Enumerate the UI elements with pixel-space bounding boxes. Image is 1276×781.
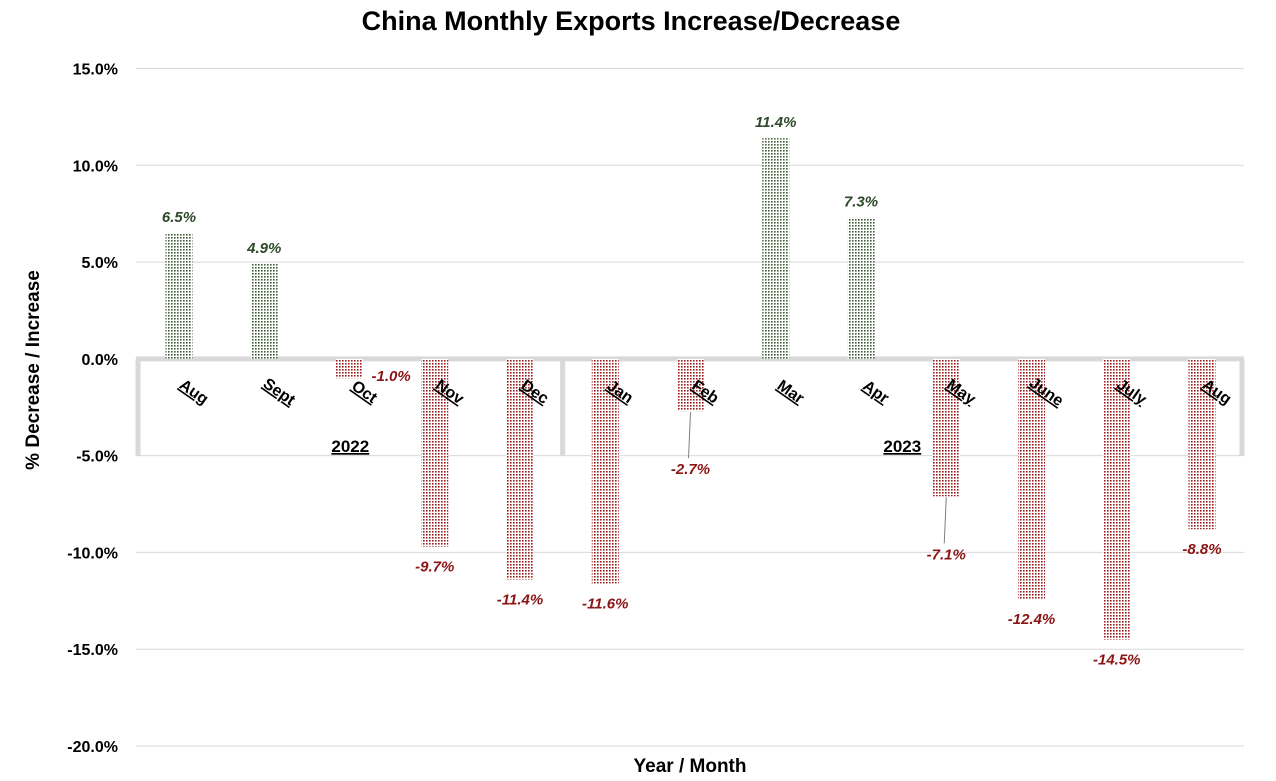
data-label: 6.5% xyxy=(162,209,196,226)
gridlines xyxy=(136,68,1244,747)
data-label: -1.0% xyxy=(372,368,411,385)
x-category-label: Apr xyxy=(859,377,891,407)
bar-decrease xyxy=(336,358,363,379)
x-group-label: 2022 xyxy=(331,437,369,456)
y-tick-label: 5.0% xyxy=(82,255,118,272)
y-tick-label: 0.0% xyxy=(82,352,118,369)
data-label: 7.3% xyxy=(844,194,878,211)
bar-decrease xyxy=(1188,358,1216,530)
data-labels: 6.5% 4.9% -1.0% -9.7% -11.4% -11.6% -2.7% 11.4%… xyxy=(162,114,1222,668)
data-label: -11.6% xyxy=(582,595,628,612)
bar-increase xyxy=(250,264,278,359)
bar-decrease xyxy=(932,358,960,497)
bar-increase xyxy=(762,138,790,359)
data-label: -8.8% xyxy=(1182,541,1221,558)
bar-decrease xyxy=(506,358,534,580)
data-label: -12.4% xyxy=(1008,611,1056,628)
leader-line xyxy=(943,497,947,544)
y-tick-label: 15.0% xyxy=(73,62,118,79)
y-tick-label: -5.0% xyxy=(76,449,118,466)
data-label: 4.9% xyxy=(246,240,281,257)
data-label: -7.1% xyxy=(927,546,966,563)
bar-decrease xyxy=(421,358,449,547)
bar-increase xyxy=(165,233,193,359)
y-axis-title: % Decrease / Increase xyxy=(23,270,44,470)
x-category-labels: Aug Sept Oct Nov Dec Jan Feb Mar Apr May June July A… xyxy=(176,375,1234,456)
data-label: 11.4% xyxy=(755,114,796,131)
x-category-label: Aug xyxy=(176,376,211,408)
x-axis-title: Year / Month xyxy=(634,756,747,777)
y-tick-label: -20.0% xyxy=(67,739,118,756)
x-group-label: 2023 xyxy=(883,437,921,456)
data-label: -14.5% xyxy=(1093,652,1141,669)
y-tick-label: 10.0% xyxy=(73,158,118,175)
y-tick-label: -15.0% xyxy=(67,642,118,659)
leader-line xyxy=(688,412,691,459)
bar-increase xyxy=(847,217,875,359)
x-category-label: Sept xyxy=(260,375,299,409)
data-label: -2.7% xyxy=(671,461,710,478)
y-tick-labels: 15.0% 10.0% 5.0% 0.0% -5.0% -10.0% -15.0% -20.0… xyxy=(67,62,118,757)
bar-decrease xyxy=(591,358,619,584)
x-category-label: Mar xyxy=(774,377,807,407)
bar-decrease xyxy=(1018,358,1045,599)
y-tick-label: -10.0% xyxy=(67,545,118,562)
bar-decrease xyxy=(677,358,704,412)
chart-title: China Monthly Exports Increase/Decrease xyxy=(362,6,901,36)
bars xyxy=(165,138,1216,640)
bar-decrease xyxy=(1103,358,1131,640)
data-label: -11.4% xyxy=(497,592,543,609)
data-label: -9.7% xyxy=(415,559,454,576)
